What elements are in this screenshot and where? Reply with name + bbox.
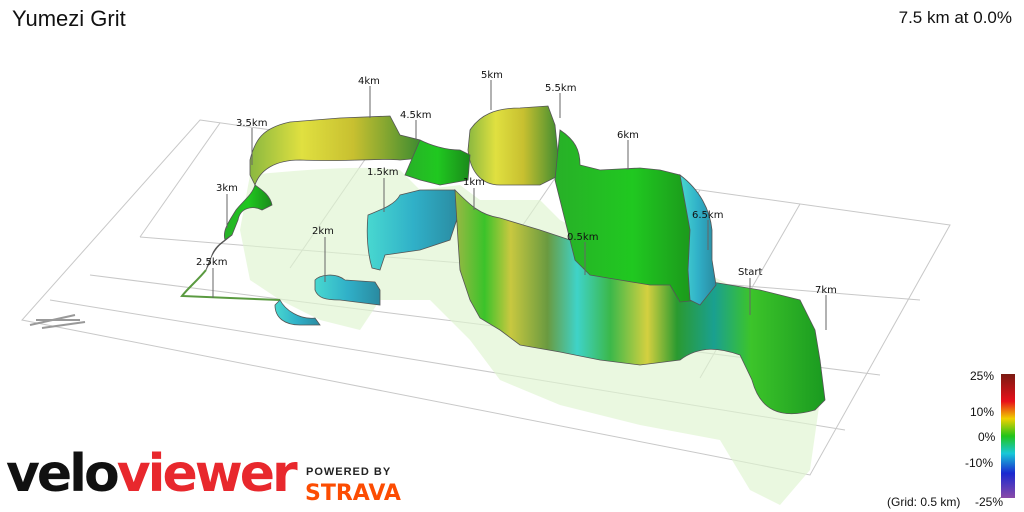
km-marker-5: 5km — [481, 70, 503, 81]
powered-by-label: POWERED BY — [306, 466, 392, 478]
km-marker-3: 3km — [216, 183, 238, 194]
km-marker-6-5: 6.5km — [692, 210, 723, 221]
strava-logo[interactable]: STRAVA — [305, 481, 401, 506]
km-marker-lines — [212, 80, 827, 330]
legend-tick-10: 10% — [970, 405, 994, 419]
route-title: Yumezi Grit — [12, 6, 126, 31]
route-elevation-ribbon[interactable] — [180, 105, 826, 415]
km-marker-4-5: 4.5km — [400, 110, 431, 121]
legend-tick-25: 25% — [970, 369, 994, 383]
logo-velo: velo — [6, 444, 120, 504]
km-marker-2-5: 2.5km — [196, 257, 227, 268]
route-summary: 7.5 km at 0.0% — [898, 8, 1012, 27]
km-marker-1-5: 1.5km — [367, 167, 398, 178]
legend-tick-minus-25: -25% — [975, 495, 1004, 509]
km-marker-5-5: 5.5km — [545, 83, 576, 94]
km-marker-2: 2km — [312, 226, 334, 237]
km-marker-4: 4km — [358, 76, 380, 87]
km-marker-labels: Start 0.5km 1km 1.5km 2km 2.5km 3km 3.5k… — [196, 70, 837, 296]
gradient-legend: 25% 10% 0% -10% — [965, 369, 1015, 498]
veloviewer-logo[interactable]: veloviewer — [6, 448, 298, 500]
km-marker-3-5: 3.5km — [236, 118, 267, 129]
km-marker-6: 6km — [617, 130, 639, 141]
km-marker-start: Start — [738, 267, 763, 278]
km-marker-7: 7km — [815, 285, 837, 296]
km-marker-0-5: 0.5km — [567, 232, 598, 243]
logo-viewer: viewer — [116, 444, 298, 504]
legend-tick-minus-10: -10% — [965, 456, 993, 470]
km-marker-1: 1km — [463, 177, 485, 188]
legend-tick-0: 0% — [978, 430, 996, 444]
grid-scale-note: (Grid: 0.5 km) — [887, 495, 961, 509]
north-arrow-icon — [29, 314, 86, 329]
